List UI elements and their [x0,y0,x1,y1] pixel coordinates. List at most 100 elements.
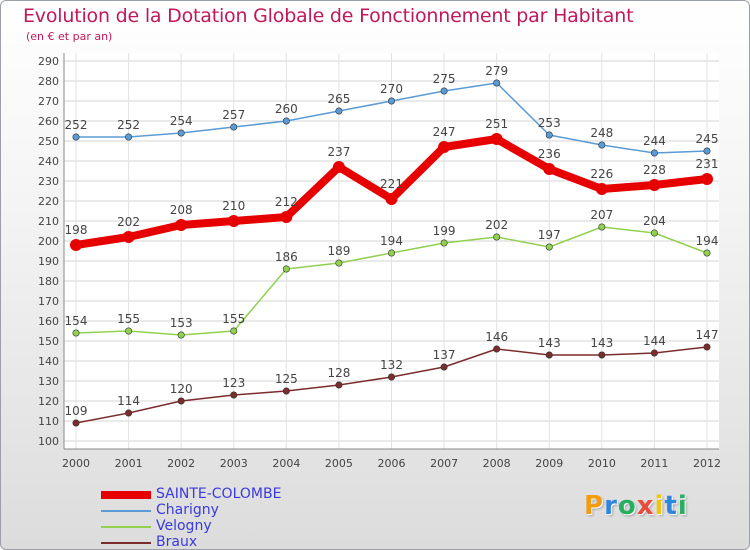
data-label: 125 [275,372,298,386]
data-point [701,173,713,185]
data-point [598,223,606,231]
data-label: 202 [117,215,140,229]
data-point [440,363,448,371]
data-point [230,391,238,399]
y-tick-label: 140 [38,355,59,368]
data-label: 212 [275,195,298,209]
data-point [282,117,290,125]
data-point [545,243,553,251]
data-point [70,239,82,251]
data-label: 210 [222,199,245,213]
data-label: 128 [327,366,350,380]
data-label: 155 [117,312,140,326]
data-point [227,215,240,227]
y-tick-label: 160 [38,315,59,328]
data-point [280,211,293,223]
data-point [125,327,133,335]
x-tick-label: 2011 [640,457,668,470]
legend-swatch [101,491,151,499]
y-tick-label: 240 [38,155,59,168]
data-label: 248 [590,126,613,140]
x-tick-label: 2002 [167,457,195,470]
data-point [703,343,711,351]
y-tick-label: 250 [38,135,59,148]
data-point [282,387,290,395]
legend-swatch [101,526,151,528]
data-point [335,107,343,115]
data-point [703,147,711,155]
data-point [122,231,135,243]
data-label: 254 [170,114,193,128]
x-tick-label: 2008 [483,457,511,470]
data-label: 236 [538,147,561,161]
data-label: 253 [538,116,561,130]
data-label: 231 [696,157,719,171]
data-label: 144 [643,334,666,348]
data-label: 198 [65,223,88,237]
y-tick-label: 280 [38,75,59,88]
data-point [335,381,343,389]
x-tick-label: 2007 [430,457,458,470]
x-tick-label: 2009 [535,457,563,470]
data-point [650,229,658,237]
data-point [598,141,606,149]
y-tick-label: 230 [38,175,59,188]
x-tick-label: 2010 [588,457,616,470]
data-point [72,419,80,427]
data-label: 207 [590,208,613,222]
data-label: 221 [380,177,403,191]
data-point [493,79,501,87]
data-point [282,265,290,273]
data-label: 226 [590,167,613,181]
legend-label: Charigny [156,502,219,518]
data-label: 245 [696,132,719,146]
x-tick-label: 2000 [62,457,90,470]
data-point [493,345,501,353]
data-point [125,409,133,417]
data-point [440,239,448,247]
data-label: 275 [433,72,456,86]
data-label: 247 [433,125,456,139]
data-label: 194 [380,234,403,248]
data-point [440,87,448,95]
data-label: 197 [538,228,561,242]
data-label: 228 [643,163,666,177]
data-point [650,349,658,357]
data-label: 260 [275,102,298,116]
data-point [598,351,606,359]
data-label: 252 [65,118,88,132]
data-label: 154 [65,314,88,328]
y-tick-label: 130 [38,375,59,388]
data-point [543,163,556,175]
data-label: 114 [117,394,140,408]
data-point [335,259,343,267]
data-label: 251 [485,117,508,131]
data-label: 132 [380,358,403,372]
data-point [648,179,661,191]
y-tick-label: 190 [38,255,59,268]
data-point [177,397,185,405]
data-label: 202 [485,218,508,232]
data-label: 257 [222,108,245,122]
x-tick-label: 2003 [220,457,248,470]
y-tick-label: 120 [38,395,59,408]
data-point [545,131,553,139]
data-label: 244 [643,134,666,148]
data-label: 137 [433,348,456,362]
x-tick-label: 2001 [115,457,143,470]
data-point [387,249,395,257]
data-point [175,219,188,231]
legend-label: SAINTE-COLOMBE [156,486,282,502]
y-tick-label: 170 [38,295,59,308]
proxiti-logo: Proxiti [584,491,688,521]
y-tick-label: 290 [38,55,59,68]
chart-subtitle: (en € et par an) [26,30,113,43]
chart-title: Evolution de la Dotation Globale de Fonc… [23,5,634,27]
legend-swatch [101,510,151,512]
data-label: 186 [275,250,298,264]
data-label: 147 [696,328,719,342]
x-tick-label: 2006 [378,457,406,470]
x-tick-label: 2012 [693,457,721,470]
